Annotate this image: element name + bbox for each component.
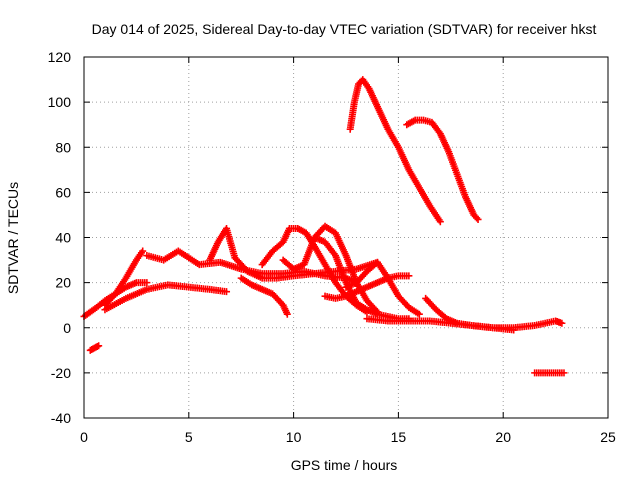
grid-lines xyxy=(84,57,608,418)
x-tick-label: 15 xyxy=(391,429,407,445)
x-tick-label: 0 xyxy=(80,429,88,445)
y-tick-label: 100 xyxy=(48,94,72,110)
y-tick-label: -40 xyxy=(51,410,71,426)
data-points xyxy=(80,76,568,377)
data-point xyxy=(558,319,566,327)
y-axis-label: SDTVAR / TECUs xyxy=(5,182,21,294)
data-point xyxy=(283,310,291,318)
series-arc-2 xyxy=(403,116,482,223)
data-point xyxy=(473,214,481,222)
x-tick-label: 5 xyxy=(185,429,193,445)
data-point xyxy=(474,215,482,223)
y-tick-label: 0 xyxy=(63,320,71,336)
series-arc-14 xyxy=(321,272,413,302)
x-axis-label: GPS time / hours xyxy=(291,457,398,473)
series-arc-4 xyxy=(101,247,147,309)
data-point xyxy=(223,288,231,296)
data-point xyxy=(139,247,147,255)
data-point xyxy=(405,272,413,280)
data-point xyxy=(436,218,444,226)
y-tick-label: 60 xyxy=(55,184,71,200)
y-tick-label: 120 xyxy=(48,49,72,65)
y-tick-label: -20 xyxy=(51,365,71,381)
data-point xyxy=(143,279,151,287)
chart-title: Day 014 of 2025, Sidereal Day-to-day VTE… xyxy=(92,21,597,37)
series-arc-17 xyxy=(531,369,568,377)
axis-ticks: 0 5 10 15 20 25 -40 -20 0 20 40 60 80 100 120 xyxy=(48,49,616,445)
series-arc-9 xyxy=(237,274,291,318)
series-arc-6 xyxy=(101,281,231,314)
series-arc-1 xyxy=(346,76,444,226)
data-point xyxy=(95,342,103,350)
x-tick-label: 10 xyxy=(286,429,302,445)
series-arc-13 xyxy=(342,258,423,318)
y-tick-label: 20 xyxy=(55,275,71,291)
series-arc-5 xyxy=(86,342,103,354)
data-point xyxy=(560,369,568,377)
x-tick-label: 20 xyxy=(495,429,511,445)
series-arc-16 xyxy=(422,294,518,334)
y-tick-label: 80 xyxy=(55,139,71,155)
y-tick-label: 40 xyxy=(55,230,71,246)
data-point xyxy=(510,326,518,334)
x-tick-label: 25 xyxy=(600,429,616,445)
data-point xyxy=(415,310,423,318)
